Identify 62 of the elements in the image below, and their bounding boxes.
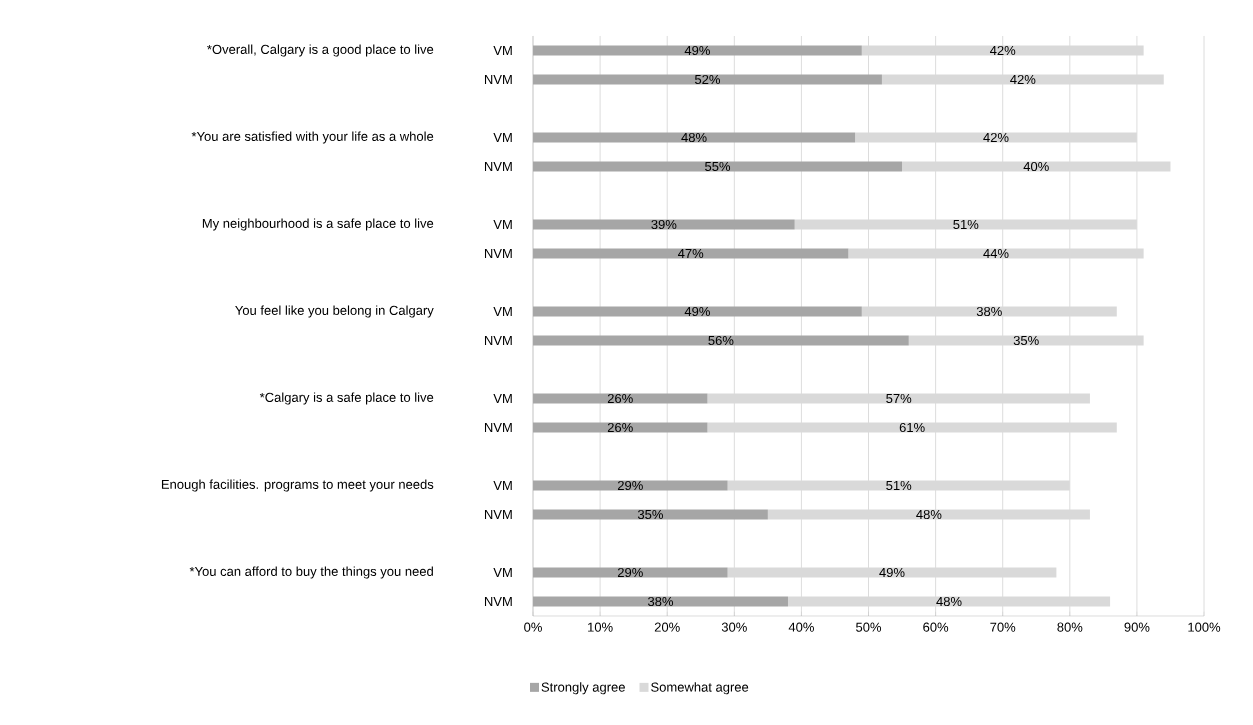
data-label: 26%	[607, 393, 633, 404]
data-label: 35%	[637, 509, 663, 520]
data-label: 48%	[936, 596, 962, 607]
y-tick-label: VM	[493, 46, 512, 55]
data-label: 38%	[976, 306, 1002, 317]
x-tick-label: 0%	[524, 622, 542, 632]
y-tick-label: NVM	[484, 336, 512, 345]
data-label: 57%	[886, 393, 912, 404]
y-tick-label: VM	[493, 481, 512, 490]
data-label: 42%	[1010, 74, 1036, 85]
legend-label: Somewhat agree	[651, 682, 749, 695]
y-tick-label: NVM	[484, 162, 512, 171]
x-tick-label: 100%	[1188, 622, 1221, 632]
data-label: 51%	[886, 480, 912, 491]
text: Enough facilities. programs to meet your needs	[161, 479, 434, 492]
data-label: 39%	[651, 219, 677, 230]
data-label: 55%	[705, 161, 731, 172]
x-tick-label: 30%	[721, 622, 747, 632]
text: *You can afford to buy the things you need	[189, 566, 433, 579]
x-tick-label: 60%	[923, 622, 949, 632]
data-label: 47%	[677, 248, 704, 259]
x-tick-label: 40%	[788, 622, 814, 632]
data-label: 40%	[1023, 161, 1049, 172]
x-tick-label: 80%	[1057, 622, 1083, 632]
x-tick-label: 70%	[990, 622, 1016, 632]
data-label: 61%	[899, 422, 925, 433]
legend-label: Strongly agree	[541, 682, 625, 695]
data-label: 42%	[983, 132, 1009, 143]
data-label: 29%	[617, 480, 643, 491]
data-label: 38%	[647, 596, 674, 607]
data-label: 48%	[916, 509, 942, 520]
x-tick-label: 10%	[588, 622, 613, 632]
text: *You are satisfied with your life as a whole	[191, 131, 434, 144]
text: My neighbourhood is a safe place to live	[202, 218, 434, 231]
y-tick-label: VM	[493, 133, 512, 142]
y-tick-label: VM	[493, 220, 512, 229]
data-label: 44%	[983, 248, 1009, 259]
y-tick-label: VM	[493, 568, 512, 577]
y-tick-label: VM	[493, 394, 512, 403]
text: *Calgary is a safe place to live	[259, 392, 434, 405]
y-tick-label: NVM	[484, 597, 512, 606]
data-label: 52%	[694, 74, 721, 85]
x-tick-label: 50%	[856, 622, 882, 632]
text: *Overall, Calgary is a good place to live	[207, 44, 434, 57]
data-label: 29%	[617, 567, 643, 578]
data-label: 49%	[684, 45, 710, 56]
data-label: 48%	[681, 132, 707, 143]
data-label: 49%	[684, 306, 710, 317]
x-tick-label: 90%	[1124, 622, 1150, 632]
y-tick-label: NVM	[484, 510, 512, 519]
data-label: 49%	[879, 567, 905, 578]
y-tick-label: NVM	[484, 75, 512, 84]
data-label: 26%	[607, 422, 633, 433]
data-label: 42%	[989, 45, 1016, 56]
data-label: 56%	[708, 335, 734, 346]
y-tick-label: NVM	[484, 423, 512, 432]
data-label: 51%	[953, 219, 979, 230]
y-tick-label: NVM	[484, 249, 512, 258]
text: You feel like you belong in Calgary	[235, 305, 434, 318]
data-label: 35%	[1013, 335, 1039, 346]
x-tick-label: 20%	[654, 622, 680, 632]
y-tick-label: VM	[493, 307, 512, 316]
